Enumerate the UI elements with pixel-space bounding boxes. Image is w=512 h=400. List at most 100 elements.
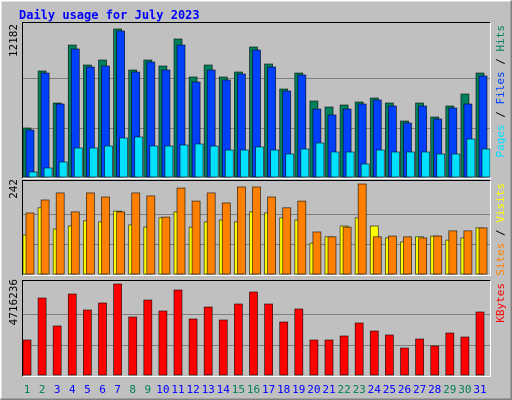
bar [330,151,340,178]
bar [445,332,455,376]
bar [372,236,382,275]
bar [279,321,289,376]
bar [52,325,62,376]
bar [267,196,277,275]
plot-frame [22,180,491,276]
plot-frame [22,22,491,179]
bar [221,202,231,275]
bar [89,147,98,178]
x-tick-label: 29 [443,383,456,396]
bar [233,303,243,376]
bar [37,297,47,376]
legend-entry: Pages [494,124,507,157]
legend-entry: Files [494,71,507,104]
bar [104,145,113,178]
bar [475,311,485,376]
legend: Pages / Files / Hits [494,25,507,158]
bar [478,227,488,275]
x-tick-label: 17 [262,383,275,396]
bar [70,211,80,275]
bar [173,289,183,376]
bar [191,200,201,275]
bar [179,144,189,178]
bar [433,235,443,275]
x-tick-label: 16 [247,383,260,396]
x-tick-label: 6 [99,383,106,396]
bar [481,148,491,178]
legend: Sites / Visits [494,183,507,276]
y-tick-label: 12182 [7,24,20,57]
x-tick-label: 15 [232,383,245,396]
bar [67,293,77,376]
x-tick-label: 27 [413,383,426,396]
bar [188,318,198,376]
bar [369,330,379,376]
x-tick-label: 23 [353,383,366,396]
bar [390,151,400,178]
bar [22,339,32,376]
plot-frame [22,280,491,377]
plot-frame [22,280,491,377]
bar [357,183,367,275]
bar [460,336,470,376]
x-tick-label: 28 [428,383,441,396]
bar [119,137,128,178]
x-tick-label: 30 [458,383,471,396]
bar [448,230,458,275]
x-tick-label: 7 [114,383,121,396]
x-tick-label: 9 [144,383,151,396]
bar [55,192,65,275]
bar [418,237,428,275]
bar [249,291,258,376]
bar [312,231,322,275]
bar [285,153,295,178]
x-tick-label: 4 [69,383,76,396]
bar [339,335,349,376]
bar [430,345,440,376]
bar [43,167,53,178]
bar [345,151,355,178]
bar [282,207,292,275]
bar [194,143,204,178]
x-tick-label: 10 [156,383,169,396]
x-tick-label: 8 [129,383,136,396]
bar [354,322,364,376]
bar [116,211,125,275]
bar [387,235,397,275]
x-tick-label: 5 [84,383,91,396]
x-tick-label: 14 [217,383,231,396]
x-tick-label: 22 [337,383,350,396]
x-tick-label: 1 [24,383,31,396]
legend-separator: / [494,223,507,243]
bar [203,306,213,376]
bar [25,212,35,275]
bar [360,163,370,178]
bar [309,339,319,376]
x-tick-label: 11 [171,383,184,396]
x-tick-label: 19 [292,383,305,396]
bar [451,153,461,178]
bar [297,200,307,275]
bar [134,136,144,178]
bar [164,145,174,178]
bar [206,192,216,275]
bar [264,303,274,376]
bar [28,171,38,178]
legend-entry: Hits [494,25,507,52]
bar [403,236,412,275]
bar [270,149,280,178]
x-tick-label: 18 [277,383,290,396]
bar [73,147,83,178]
bar [300,148,310,178]
bar [463,230,473,275]
bar [239,149,249,178]
legend: KBytes [494,283,507,323]
bar [415,338,425,376]
bar [252,186,261,275]
bar [131,192,141,275]
bar [236,186,246,275]
y-tick-label: 4716236 [7,279,20,325]
chart-title: Daily usage for July 2023 [19,8,200,22]
x-tick-label: 25 [383,383,396,396]
bar [146,195,156,275]
